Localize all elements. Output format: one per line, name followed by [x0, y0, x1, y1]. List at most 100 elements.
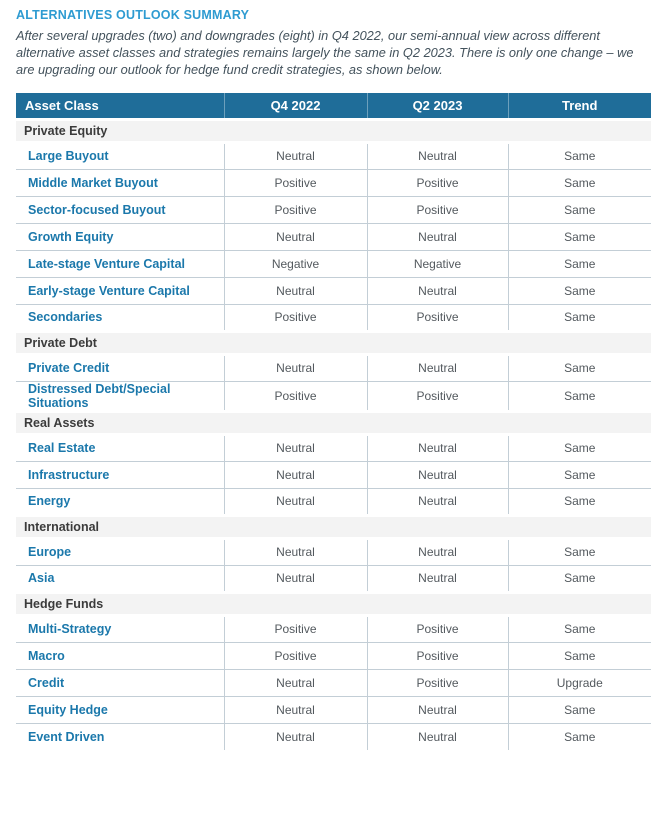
outlook-value-q2_2023: Positive — [367, 615, 509, 643]
asset-class-label: Growth Equity — [16, 223, 225, 251]
intro-paragraph: After several upgrades (two) and downgra… — [16, 28, 634, 77]
table-row: Energy Neutral Neutral Same — [16, 488, 651, 516]
trend-value: Same — [508, 142, 651, 170]
section-label: Private Debt — [16, 329, 651, 356]
trend-value: Upgrade — [508, 669, 651, 697]
outlook-value-q4_2022: Neutral — [224, 565, 368, 593]
outlook-value-q2_2023: Positive — [367, 304, 509, 332]
table-row: Private Credit Neutral Neutral Same — [16, 354, 651, 382]
outlook-value-q2_2023: Neutral — [367, 488, 509, 516]
trend-value: Same — [508, 488, 651, 516]
asset-class-label: Europe — [16, 538, 225, 566]
trend-value: Same — [508, 615, 651, 643]
trend-value: Same — [508, 723, 651, 750]
outlook-value-q4_2022: Positive — [224, 304, 368, 332]
outlook-value-q2_2023: Positive — [367, 169, 509, 197]
outlook-value-q4_2022: Neutral — [224, 696, 368, 724]
asset-class-label: Macro — [16, 642, 225, 670]
section-label: International — [16, 513, 651, 540]
trend-value: Same — [508, 461, 651, 489]
asset-class-label: Middle Market Buyout — [16, 169, 225, 197]
asset-class-label: Real Estate — [16, 434, 225, 462]
trend-value: Same — [508, 381, 651, 412]
table-row: Multi-Strategy Positive Positive Same — [16, 615, 651, 643]
table-row: Large Buyout Neutral Neutral Same — [16, 142, 651, 170]
asset-class-label: Infrastructure — [16, 461, 225, 489]
section-label: Private Equity — [16, 117, 651, 144]
table-row: Europe Neutral Neutral Same — [16, 538, 651, 566]
column-header-q4-2022: Q4 2022 — [224, 93, 368, 119]
outlook-table: Asset Class Q4 2022 Q2 2023 Trend Privat… — [16, 93, 651, 750]
trend-value: Same — [508, 304, 651, 332]
table-row: Late-stage Venture Capital Negative Negati… — [16, 250, 651, 278]
trend-value: Same — [508, 250, 651, 278]
table-row: Secondaries Positive Positive Same — [16, 304, 651, 332]
trend-value: Same — [508, 169, 651, 197]
column-header-trend: Trend — [508, 93, 651, 119]
outlook-value-q4_2022: Neutral — [224, 277, 368, 305]
outlook-value-q4_2022: Neutral — [224, 669, 368, 697]
outlook-value-q2_2023: Neutral — [367, 538, 509, 566]
table-row: Real Estate Neutral Neutral Same — [16, 434, 651, 462]
outlook-value-q4_2022: Neutral — [224, 538, 368, 566]
column-header-asset-class: Asset Class — [16, 93, 225, 119]
outlook-value-q4_2022: Positive — [224, 196, 368, 224]
asset-class-label: Asia — [16, 565, 225, 593]
outlook-value-q2_2023: Negative — [367, 250, 509, 278]
asset-class-label: Private Credit — [16, 354, 225, 382]
column-header-q2-2023: Q2 2023 — [367, 93, 509, 119]
table-row: Infrastructure Neutral Neutral Same — [16, 461, 651, 489]
outlook-value-q4_2022: Positive — [224, 381, 368, 412]
outlook-value-q2_2023: Neutral — [367, 565, 509, 593]
asset-class-label: Energy — [16, 488, 225, 516]
asset-class-label: Distressed Debt/Special Situations — [16, 381, 225, 412]
outlook-table-body: Private Equity Large Buyout Neutral Neutral… — [16, 117, 651, 750]
section-row: Hedge Funds — [16, 590, 651, 617]
table-row: Asia Neutral Neutral Same — [16, 565, 651, 593]
asset-class-label: Secondaries — [16, 304, 225, 332]
outlook-value-q2_2023: Positive — [367, 381, 509, 412]
outlook-value-q2_2023: Neutral — [367, 223, 509, 251]
table-row: Macro Positive Positive Same — [16, 642, 651, 670]
asset-class-label: Event Driven — [16, 723, 225, 750]
table-row: Event Driven Neutral Neutral Same — [16, 723, 651, 750]
section-row: Real Assets — [16, 409, 651, 436]
outlook-value-q4_2022: Neutral — [224, 723, 368, 750]
table-row: Early-stage Venture Capital Neutral Neutra… — [16, 277, 651, 305]
trend-value: Same — [508, 196, 651, 224]
table-row: Distressed Debt/Special Situations Positi… — [16, 381, 651, 412]
page-title: ALTERNATIVES OUTLOOK SUMMARY — [16, 8, 250, 22]
outlook-value-q2_2023: Neutral — [367, 696, 509, 724]
outlook-value-q4_2022: Neutral — [224, 434, 368, 462]
outlook-value-q4_2022: Neutral — [224, 354, 368, 382]
asset-class-label: Credit — [16, 669, 225, 697]
asset-class-label: Early-stage Venture Capital — [16, 277, 225, 305]
outlook-value-q2_2023: Neutral — [367, 461, 509, 489]
trend-value: Same — [508, 642, 651, 670]
trend-value: Same — [508, 354, 651, 382]
outlook-value-q2_2023: Positive — [367, 669, 509, 697]
outlook-value-q2_2023: Neutral — [367, 142, 509, 170]
section-label: Real Assets — [16, 409, 651, 436]
asset-class-label: Sector-focused Buyout — [16, 196, 225, 224]
asset-class-label: Large Buyout — [16, 142, 225, 170]
outlook-value-q4_2022: Negative — [224, 250, 368, 278]
table-row: Sector-focused Buyout Positive Positive Sam… — [16, 196, 651, 224]
table-row: Credit Neutral Positive Upgrade — [16, 669, 651, 697]
outlook-value-q2_2023: Neutral — [367, 434, 509, 462]
outlook-value-q2_2023: Neutral — [367, 723, 509, 750]
trend-value: Same — [508, 538, 651, 566]
outlook-value-q4_2022: Neutral — [224, 223, 368, 251]
trend-value: Same — [508, 696, 651, 724]
asset-class-label: Multi-Strategy — [16, 615, 225, 643]
table-header-row: Asset Class Q4 2022 Q2 2023 Trend — [16, 93, 651, 119]
outlook-value-q2_2023: Neutral — [367, 277, 509, 305]
outlook-value-q2_2023: Neutral — [367, 354, 509, 382]
outlook-value-q4_2022: Positive — [224, 642, 368, 670]
trend-value: Same — [508, 277, 651, 305]
section-row: International — [16, 513, 651, 540]
outlook-value-q2_2023: Positive — [367, 196, 509, 224]
asset-class-label: Equity Hedge — [16, 696, 225, 724]
outlook-value-q4_2022: Neutral — [224, 461, 368, 489]
outlook-value-q4_2022: Neutral — [224, 488, 368, 516]
